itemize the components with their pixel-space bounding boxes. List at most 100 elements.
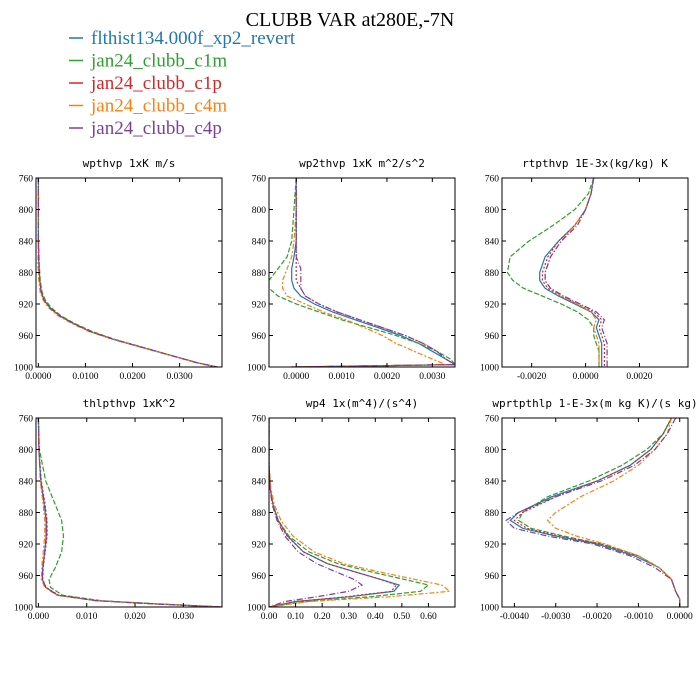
- y-tick-label: 920: [485, 541, 500, 551]
- x-tick-label: 0.50: [394, 612, 411, 622]
- x-tick-label: 0.0200: [119, 372, 145, 382]
- panel-title: wp4 1x(m^4)/(s^4): [306, 397, 419, 410]
- x-tick-label: 0.40: [367, 612, 384, 622]
- series-line-5: [291, 178, 455, 367]
- y-tick-label: 960: [19, 332, 34, 342]
- y-tick-label: 760: [252, 175, 267, 185]
- panel-1: wpthvp 1xK m/s 760 800 840 880 920 960 10000.00…: [14, 157, 223, 382]
- x-tick-label: -0.0030: [541, 612, 571, 622]
- y-tick-label: 760: [485, 415, 500, 425]
- plot-frame: [268, 417, 456, 608]
- plot-frame: [35, 417, 223, 608]
- series-line-5: [505, 418, 681, 607]
- series-line-4: [282, 178, 447, 367]
- x-tick-label: 0.020: [124, 612, 146, 622]
- y-tick-label: 880: [485, 509, 500, 519]
- panel-5: wp4 1x(m^4)/(s^4)76080084088092096010000…: [247, 397, 456, 622]
- series-line-5: [37, 178, 218, 367]
- x-tick-label: 0.0100: [72, 372, 98, 382]
- x-tick-label: 0.030: [173, 612, 195, 622]
- panel-4: thlpthvp 1xK^2 760 800 840 880 920 960 10000.00…: [14, 397, 223, 622]
- series-line-2: [506, 178, 600, 367]
- plot-frame: [268, 177, 456, 368]
- y-tick-label: 880: [252, 269, 267, 279]
- legend-label: flthist134.000f_xp2_revert: [91, 28, 296, 49]
- panel-title: wp2thvp 1xK m^2/s^2: [299, 157, 425, 170]
- series-line-4: [544, 178, 600, 367]
- y-tick-label: 1000: [247, 604, 266, 614]
- y-tick-label: 800: [485, 446, 500, 456]
- y-tick-label: 920: [485, 301, 500, 311]
- x-tick-label: 0.0000: [283, 372, 309, 382]
- series-line-3: [513, 418, 681, 607]
- y-tick-label: 1000: [480, 364, 499, 374]
- legend-entry: flthist134.000f_xp2_revert: [69, 28, 296, 49]
- x-tick-label: 0.0020: [626, 372, 652, 382]
- y-tick-label: 880: [252, 509, 267, 519]
- series-line-5: [269, 418, 364, 607]
- y-tick-label: 960: [252, 332, 267, 342]
- x-tick-label: 0.0000: [25, 372, 51, 382]
- panels: wpthvp 1xK m/s76080084088092096010000.00…: [14, 157, 698, 622]
- legend-entry: jan24_clubb_c1m: [69, 51, 227, 72]
- series-line-3: [37, 418, 222, 607]
- series-line-3: [291, 178, 455, 367]
- y-tick-label: 760: [485, 175, 500, 185]
- y-tick-label: 840: [252, 238, 267, 248]
- series-line-3: [37, 178, 218, 367]
- y-tick-label: 760: [19, 415, 34, 425]
- x-tick-label: -0.0020: [517, 372, 547, 382]
- legend-label: jan24_clubb_c1m: [90, 51, 227, 72]
- legend-entry: jan24_clubb_c4p: [69, 118, 222, 139]
- legend-label: jan24_clubb_c1p: [90, 73, 222, 94]
- plot-frame: [35, 177, 223, 368]
- series-line-2: [269, 418, 430, 607]
- panel-title: wprtpthlp 1-E-3x(m kg K)/(s kg): [492, 397, 697, 410]
- x-tick-label: 0.0010: [329, 372, 355, 382]
- y-tick-label: 880: [485, 269, 500, 279]
- y-tick-label: 760: [252, 415, 267, 425]
- x-tick-label: 0.0000: [667, 612, 693, 622]
- series-line-4: [37, 178, 218, 367]
- y-tick-label: 920: [252, 301, 267, 311]
- plot-frame: [501, 417, 689, 608]
- y-tick-label: 800: [252, 206, 267, 216]
- panel-6: wprtpthlp 1-E-3x(m kg K)/(s kg) 760 800 840…: [480, 397, 698, 622]
- x-tick-label: 0.000: [28, 612, 50, 622]
- x-tick-label: 0.0300: [167, 372, 193, 382]
- series-line-1: [37, 418, 222, 607]
- y-tick-label: 840: [252, 478, 267, 488]
- x-tick-label: 0.10: [287, 612, 304, 622]
- series-line-1: [37, 178, 218, 367]
- x-tick-label: 0.0030: [419, 372, 445, 382]
- panel-3: rtpthvp 1E-3x(kg/kg) K 760 800 840 880 920 960…: [480, 157, 689, 382]
- x-tick-label: 0.20: [314, 612, 331, 622]
- legend-label: jan24_clubb_c4m: [90, 96, 227, 117]
- x-tick-label: 0.60: [420, 612, 437, 622]
- series-line-4: [269, 418, 452, 607]
- series-line-5: [37, 418, 222, 607]
- x-tick-label: 0.0020: [374, 372, 400, 382]
- y-tick-label: 920: [19, 541, 34, 551]
- x-tick-label: -0.0040: [500, 612, 530, 622]
- panel-title: thlpthvp 1xK^2: [83, 397, 176, 410]
- y-tick-label: 1000: [247, 364, 266, 374]
- series-line-2: [37, 418, 222, 607]
- x-tick-label: -0.0010: [624, 612, 654, 622]
- y-tick-label: 1000: [14, 604, 33, 614]
- series-line-2: [37, 178, 218, 367]
- y-tick-label: 960: [19, 572, 34, 582]
- x-tick-label: -0.0020: [582, 612, 612, 622]
- series-line-1: [539, 178, 603, 367]
- y-tick-label: 800: [485, 206, 500, 216]
- series-line-4: [546, 418, 681, 607]
- series-line-1: [291, 178, 455, 367]
- legend-label: jan24_clubb_c4p: [90, 118, 222, 139]
- series-line-1: [509, 418, 681, 607]
- x-tick-label: 0.30: [340, 612, 357, 622]
- y-tick-label: 800: [19, 446, 34, 456]
- series-line-4: [37, 418, 222, 607]
- y-tick-label: 840: [485, 238, 500, 248]
- y-tick-label: 960: [485, 572, 500, 582]
